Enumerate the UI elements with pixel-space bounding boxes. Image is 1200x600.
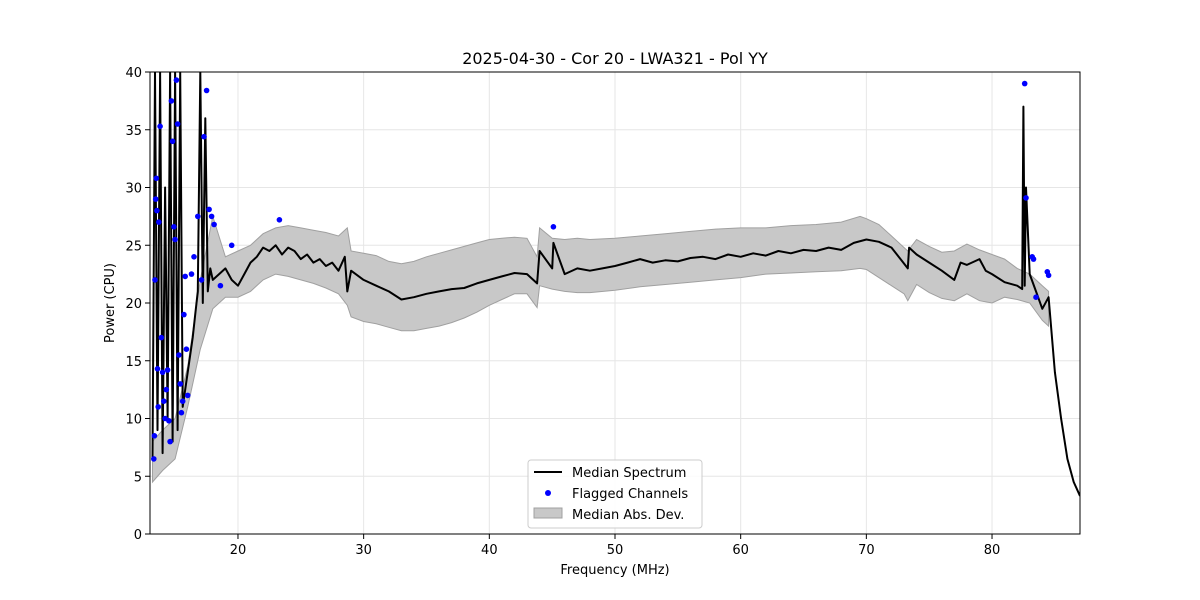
flagged-point-26: [178, 409, 185, 416]
legend-box: [527, 459, 703, 529]
flagged-point-29: [182, 273, 188, 280]
flagged-point-0: [151, 456, 157, 462]
legend-flagged-label: Flagged Channels: [572, 487, 688, 502]
flagged-point-30: [183, 346, 190, 353]
flagged-point-33: [191, 253, 197, 260]
flagged-point-16: [166, 418, 172, 424]
y-tick-label-40: 40: [125, 66, 142, 81]
flagged-point-42: [228, 242, 235, 249]
flagged-point-45: [1021, 80, 1028, 87]
x-tick-label-30: 30: [355, 543, 372, 558]
flagged-point-5: [154, 207, 160, 214]
flagged-point-11: [159, 369, 166, 376]
x-axis-ticks: 20 30 40 50 60 70 80: [230, 534, 1001, 558]
flagged-point-51: [1045, 272, 1052, 279]
y-tick-label-5: 5: [134, 470, 142, 485]
mad-band: [152, 215, 1050, 484]
flagged-point-19: [169, 138, 176, 145]
x-tick-label-70: 70: [858, 543, 875, 558]
flagged-point-38: [206, 206, 212, 213]
y-tick-label-25: 25: [125, 239, 142, 254]
flagged-point-36: [201, 133, 207, 140]
legend-mad-swatch: [533, 507, 563, 519]
x-tick-label-40: 40: [481, 543, 498, 558]
flagged-point-31: [184, 392, 191, 399]
x-tick-label-60: 60: [732, 543, 749, 558]
flagged-point-23: [174, 121, 181, 127]
flagged-point-8: [156, 219, 162, 225]
flagged-point-32: [188, 271, 195, 277]
legend-median-label: Median Spectrum: [572, 466, 686, 481]
flagged-point-37: [203, 87, 210, 94]
flagged-point-3: [152, 196, 159, 202]
flagged-point-40: [211, 221, 217, 228]
y-tick-label-30: 30: [125, 182, 142, 197]
flagged-point-2: [152, 277, 158, 283]
flagged-point-35: [198, 277, 205, 283]
x-axis-label: Frequency (MHz): [560, 563, 669, 578]
flagged-point-49: [1033, 294, 1039, 301]
y-tick-label-0: 0: [134, 528, 142, 543]
chart-title: 2025-04-30 - Cor 20 - LWA321 - Pol YY: [462, 49, 768, 68]
legend: Median Spectrum Flagged Channels Median …: [527, 459, 703, 529]
x-tick-label-50: 50: [607, 543, 624, 558]
flagged-point-17: [167, 438, 173, 445]
y-axis-ticks: 0 5 10 15 20 25 30 35 40: [125, 66, 150, 543]
flagged-point-48: [1030, 256, 1037, 262]
flagged-point-6: [154, 366, 161, 372]
flagged-point-20: [171, 224, 177, 230]
flagged-point-7: [155, 404, 161, 410]
flagged-point-24: [176, 352, 182, 358]
flagged-point-18: [168, 98, 175, 104]
y-tick-label-20: 20: [125, 297, 142, 312]
legend-mad-label: Median Abs. Dev.: [572, 508, 684, 523]
flagged-point-1: [151, 433, 158, 439]
flagged-point-12: [161, 398, 167, 405]
y-axis-label: Power (CPU): [103, 263, 118, 343]
median-line-layer: [151, 72, 1080, 497]
flagged-point-10: [158, 334, 165, 341]
flagged-point-14: [163, 386, 170, 393]
flagged-point-4: [153, 175, 160, 182]
mad-band-layer: [152, 215, 1050, 484]
flagged-point-15: [164, 367, 171, 373]
flagged-point-41: [217, 282, 224, 289]
y-tick-label-10: 10: [125, 413, 142, 428]
flagged-point-44: [550, 224, 557, 230]
x-tick-label-20: 20: [230, 543, 247, 558]
legend-flagged-swatch: [545, 490, 551, 496]
flagged-point-34: [195, 213, 201, 220]
flagged-point-22: [173, 77, 180, 83]
flagged-point-39: [208, 213, 215, 220]
median-spectrum-line: [151, 72, 1080, 497]
x-tick-label-80: 80: [984, 543, 1001, 558]
flagged-point-28: [181, 311, 187, 318]
flagged-point-25: [177, 381, 183, 387]
flagged-point-46: [1023, 195, 1029, 201]
flagged-point-43: [276, 217, 283, 223]
y-tick-label-15: 15: [125, 355, 142, 370]
flagged-point-21: [172, 236, 178, 243]
flagged-point-27: [179, 398, 186, 405]
flagged-point-9: [157, 123, 163, 130]
flagged-points-layer: [151, 77, 1052, 462]
y-tick-label-35: 35: [125, 124, 142, 139]
